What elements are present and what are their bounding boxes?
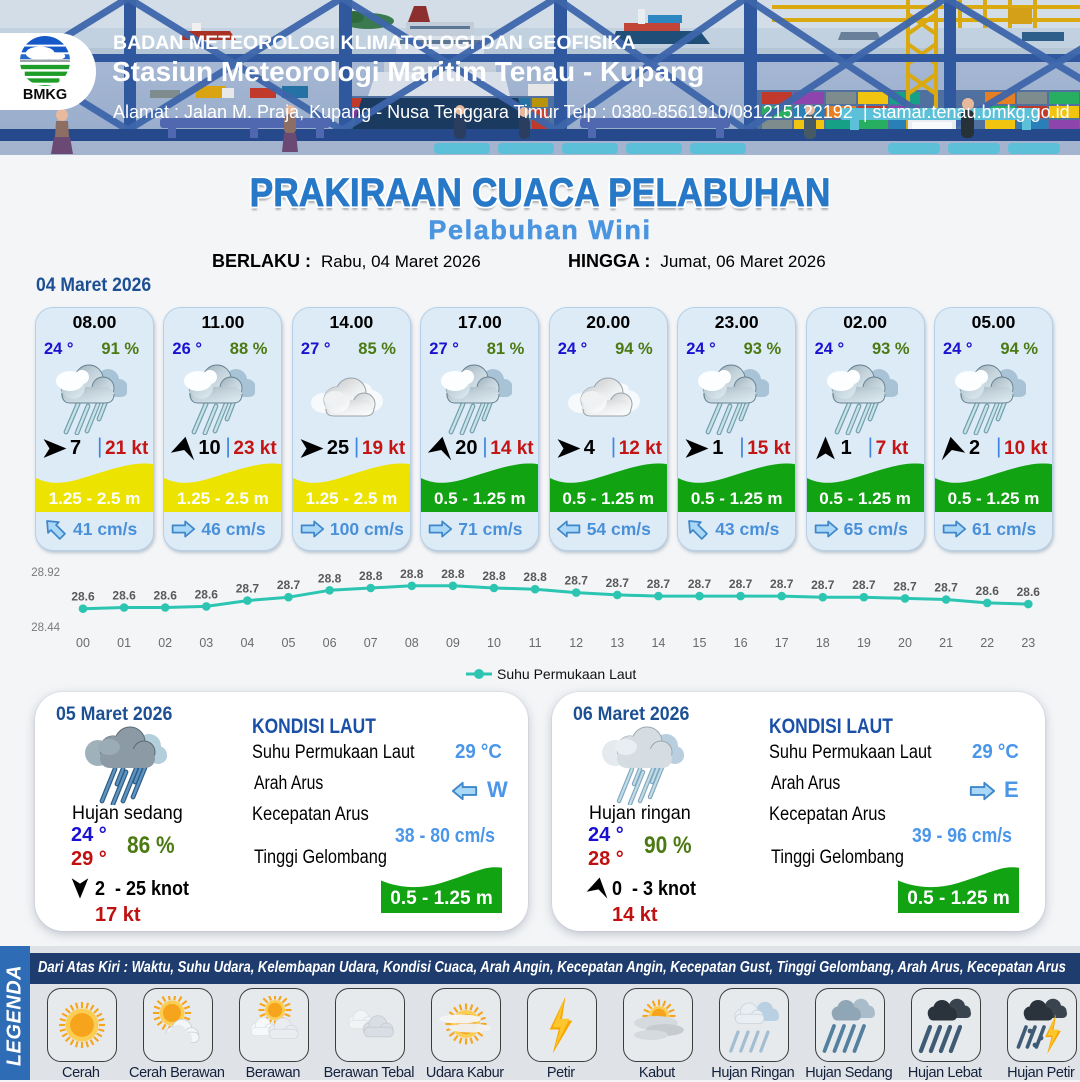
svg-text:28.6: 28.6 — [976, 584, 1000, 598]
svg-text:28.7: 28.7 — [565, 574, 589, 588]
svg-text:11: 11 — [529, 636, 542, 650]
svg-text:28.6: 28.6 — [71, 590, 95, 604]
svg-text:28.7: 28.7 — [277, 578, 301, 592]
svg-text:14: 14 — [651, 636, 665, 650]
svg-text:01: 01 — [117, 636, 131, 650]
svg-text:03: 03 — [199, 636, 213, 650]
svg-text:10: 10 — [487, 636, 501, 650]
svg-text:23: 23 — [1021, 636, 1035, 650]
svg-text:28.7: 28.7 — [647, 577, 671, 591]
svg-text:28.7: 28.7 — [893, 579, 917, 593]
svg-text:Suhu Permukaan Laut: Suhu Permukaan Laut — [497, 666, 636, 682]
svg-text:18: 18 — [816, 636, 830, 650]
svg-text:28.6: 28.6 — [1017, 585, 1041, 599]
svg-text:28.7: 28.7 — [811, 578, 835, 592]
svg-text:05: 05 — [282, 636, 296, 650]
svg-text:28.44: 28.44 — [31, 622, 60, 634]
svg-text:09: 09 — [446, 636, 460, 650]
svg-text:28.7: 28.7 — [688, 577, 712, 591]
svg-text:16: 16 — [734, 636, 748, 650]
svg-text:15: 15 — [693, 636, 707, 650]
svg-text:28.8: 28.8 — [441, 567, 465, 581]
svg-text:00: 00 — [76, 636, 90, 650]
svg-text:08: 08 — [405, 636, 419, 650]
svg-text:12: 12 — [569, 636, 583, 650]
svg-text:28.6: 28.6 — [154, 589, 178, 603]
svg-text:19: 19 — [857, 636, 871, 650]
svg-text:21: 21 — [939, 636, 953, 650]
svg-text:22: 22 — [980, 636, 994, 650]
svg-text:28.7: 28.7 — [852, 578, 876, 592]
svg-text:28.7: 28.7 — [934, 581, 958, 595]
svg-text:07: 07 — [364, 636, 378, 650]
svg-text:28.8: 28.8 — [523, 570, 547, 584]
svg-text:28.6: 28.6 — [195, 587, 219, 601]
svg-text:28.7: 28.7 — [729, 577, 753, 591]
svg-text:28.8: 28.8 — [318, 571, 342, 585]
svg-text:06: 06 — [323, 636, 337, 650]
svg-text:28.7: 28.7 — [236, 582, 260, 596]
svg-text:20: 20 — [898, 636, 912, 650]
svg-text:28.7: 28.7 — [606, 576, 630, 590]
svg-text:28.8: 28.8 — [359, 569, 383, 583]
svg-text:28.92: 28.92 — [31, 567, 60, 579]
svg-text:13: 13 — [610, 636, 624, 650]
svg-text:28.7: 28.7 — [770, 577, 794, 591]
svg-text:28.6: 28.6 — [112, 589, 136, 603]
svg-text:28.8: 28.8 — [400, 567, 424, 581]
svg-text:04: 04 — [240, 636, 254, 650]
svg-text:28.8: 28.8 — [482, 569, 506, 583]
svg-text:17: 17 — [775, 636, 789, 650]
svg-text:02: 02 — [158, 636, 172, 650]
